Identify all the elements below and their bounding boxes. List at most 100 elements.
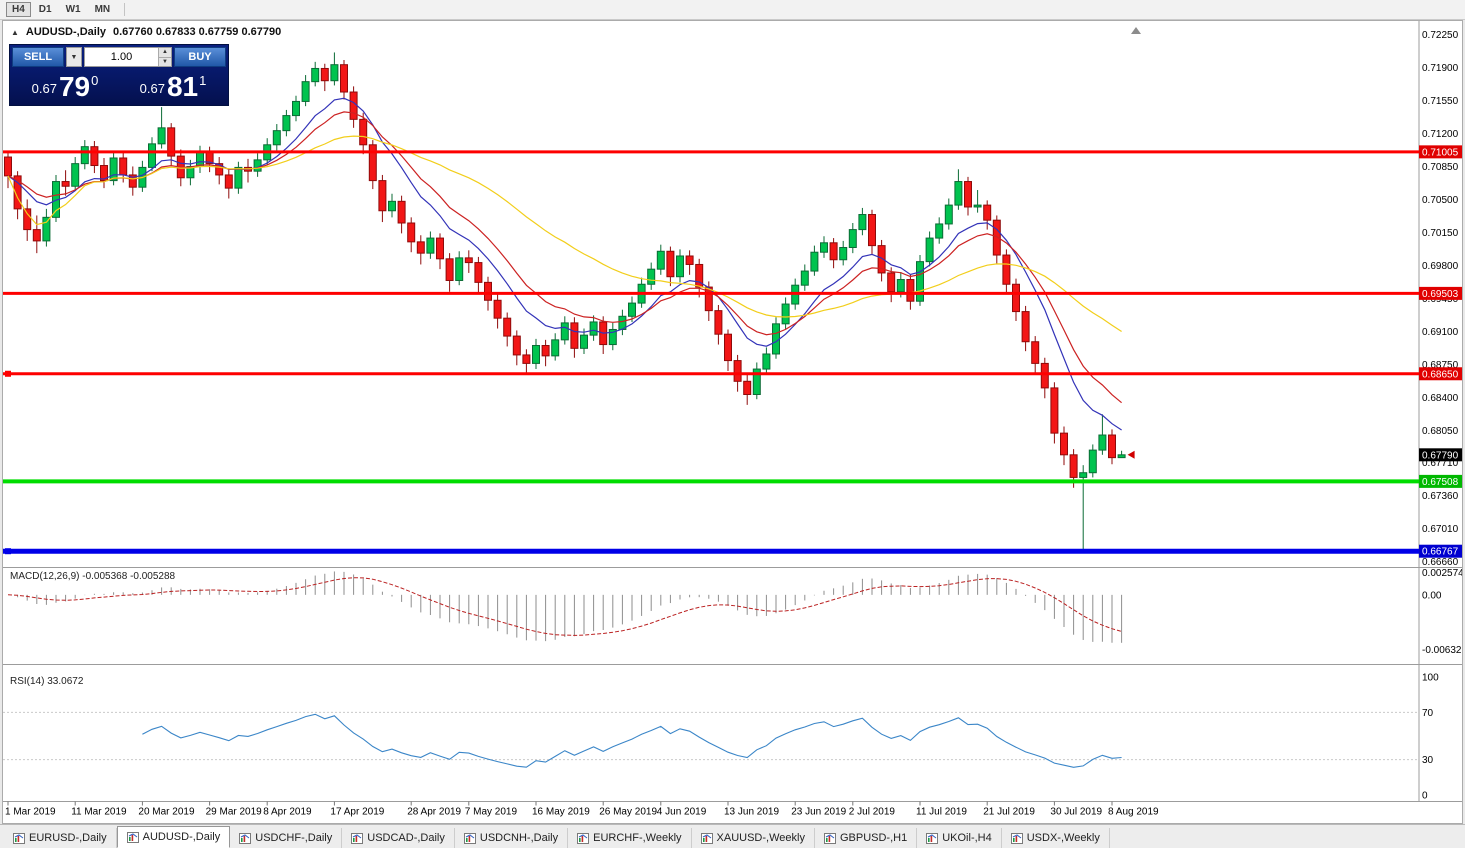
tab-label: USDX-,Weekly bbox=[1026, 832, 1100, 844]
mini-chart-icon bbox=[823, 832, 836, 844]
macd-signal-line bbox=[7, 577, 1122, 636]
svg-text:0.68400: 0.68400 bbox=[1422, 393, 1459, 404]
svg-text:23 Jun 2019: 23 Jun 2019 bbox=[791, 807, 846, 818]
mini-chart-icon bbox=[577, 832, 590, 844]
svg-text:100: 100 bbox=[1422, 673, 1439, 684]
tab-label: XAUUSD-,Weekly bbox=[716, 832, 805, 844]
chart-window: 0.72250 0.71900 0.71550 0.71200 0.70850 0.705… bbox=[2, 20, 1463, 824]
mini-chart-icon bbox=[351, 832, 364, 844]
svg-text:0.72250: 0.72250 bbox=[1422, 30, 1459, 41]
mini-chart-icon bbox=[126, 831, 139, 843]
mini-chart-icon bbox=[700, 832, 713, 844]
sell-price-point: 0 bbox=[91, 73, 99, 88]
svg-text:0.71200: 0.71200 bbox=[1422, 129, 1459, 140]
chart-tab-xauusd-weekly[interactable]: XAUUSD-,Weekly bbox=[692, 828, 815, 848]
svg-text:0.66660: 0.66660 bbox=[1422, 557, 1459, 568]
trade-panel-collapse-icon[interactable]: ▲ bbox=[11, 27, 19, 37]
chart-tab-usdcad-daily[interactable]: USDCAD-,Daily bbox=[342, 828, 455, 848]
svg-text:0.002574: 0.002574 bbox=[1422, 568, 1462, 579]
svg-text:0.69800: 0.69800 bbox=[1422, 261, 1459, 272]
svg-text:26 May 2019: 26 May 2019 bbox=[599, 807, 657, 818]
svg-text:0.68750: 0.68750 bbox=[1422, 360, 1459, 371]
timeframe-button-H4[interactable]: H4 bbox=[6, 2, 31, 17]
tab-label: USDCHF-,Daily bbox=[255, 832, 333, 844]
svg-text:29 Mar 2019: 29 Mar 2019 bbox=[206, 807, 263, 818]
svg-text:0.71900: 0.71900 bbox=[1422, 63, 1459, 74]
axis-price-tag: 0.66767 bbox=[1419, 544, 1462, 558]
chart-tab-eurusd-daily[interactable]: EURUSD-,Daily bbox=[4, 828, 117, 848]
volume-increase-button[interactable]: ▲ bbox=[159, 48, 171, 57]
axis-price-tag: 0.67508 bbox=[1419, 474, 1462, 488]
candlesticks[interactable] bbox=[4, 52, 1126, 551]
tab-label: AUDUSD-,Daily bbox=[142, 831, 221, 843]
tab-label: UKOil-,H4 bbox=[942, 832, 992, 844]
svg-text:2 Jul 2019: 2 Jul 2019 bbox=[849, 807, 896, 818]
svg-text:0.68650: 0.68650 bbox=[1422, 369, 1459, 380]
svg-text:0.70150: 0.70150 bbox=[1422, 228, 1459, 239]
svg-text:0.67790: 0.67790 bbox=[1422, 450, 1459, 461]
sell-price-display[interactable]: 0.67 79 0 bbox=[12, 69, 118, 103]
svg-text:0.67360: 0.67360 bbox=[1422, 491, 1459, 502]
rsi-line bbox=[142, 713, 1122, 768]
chart-shift-marker[interactable] bbox=[1131, 27, 1141, 34]
sell-button[interactable]: SELL bbox=[12, 47, 64, 67]
svg-text:0.67508: 0.67508 bbox=[1422, 477, 1459, 488]
svg-text:0.67710: 0.67710 bbox=[1422, 458, 1459, 469]
volume-input[interactable] bbox=[85, 48, 158, 66]
chart-canvas[interactable]: 0.72250 0.71900 0.71550 0.71200 0.70850 0.705… bbox=[3, 21, 1462, 821]
volume-field-group: ▲ ▼ bbox=[84, 47, 172, 67]
svg-text:-0.006326: -0.006326 bbox=[1422, 645, 1462, 656]
chart-tab-eurchf-weekly[interactable]: EURCHF-,Weekly bbox=[568, 828, 692, 848]
chart-tab-audusd-daily[interactable]: AUDUSD-,Daily bbox=[116, 826, 231, 848]
chart-tab-usdchf-daily[interactable]: USDCHF-,Daily bbox=[230, 828, 343, 848]
svg-text:11 Mar 2019: 11 Mar 2019 bbox=[71, 807, 127, 818]
svg-text:0.71005: 0.71005 bbox=[1422, 147, 1459, 158]
svg-text:8 Apr 2019: 8 Apr 2019 bbox=[263, 807, 312, 818]
buy-price-point: 1 bbox=[199, 73, 207, 88]
svg-text:70: 70 bbox=[1422, 708, 1434, 719]
svg-text:0.67010: 0.67010 bbox=[1422, 524, 1459, 535]
axis-price-tag: 0.71005 bbox=[1419, 145, 1462, 159]
chart-tab-usdx-weekly[interactable]: USDX-,Weekly bbox=[1002, 828, 1110, 848]
volume-dropdown-button[interactable]: ▼ bbox=[66, 47, 82, 67]
svg-text:8 Aug 2019: 8 Aug 2019 bbox=[1108, 807, 1159, 818]
buy-button[interactable]: BUY bbox=[174, 47, 226, 67]
svg-text:13 Jun 2019: 13 Jun 2019 bbox=[724, 807, 779, 818]
mini-chart-icon bbox=[13, 832, 25, 844]
timeframe-button-D1[interactable]: D1 bbox=[38, 4, 52, 15]
svg-text:7 May 2019: 7 May 2019 bbox=[465, 807, 518, 818]
svg-text:28 Apr 2019: 28 Apr 2019 bbox=[407, 807, 461, 818]
svg-text:20 Mar 2019: 20 Mar 2019 bbox=[138, 807, 195, 818]
svg-text:30 Jul 2019: 30 Jul 2019 bbox=[1050, 807, 1102, 818]
tab-label: USDCAD-,Daily bbox=[367, 832, 445, 844]
chart-tab-usdcnh-daily[interactable]: USDCNH-,Daily bbox=[455, 828, 569, 848]
sell-price-prefix: 0.67 bbox=[31, 81, 57, 96]
chart-title-row: ▲ AUDUSD-,Daily 0.67760 0.67833 0.67759 … bbox=[11, 26, 281, 38]
symbol-tab-bar: EURUSD-,Daily AUDUSD-,Daily USDCHF-,Daily U… bbox=[0, 824, 1465, 848]
price-axis[interactable]: 0.72250 0.71900 0.71550 0.71200 0.70850 0.705… bbox=[1422, 30, 1462, 801]
timeframe-toolbar: H4 D1 W1 MN bbox=[0, 0, 1465, 20]
chart-symbol-title: AUDUSD-,Daily bbox=[25, 26, 106, 38]
macd-indicator-label: MACD(12,26,9) -0.005368 -0.005288 bbox=[10, 571, 176, 582]
sell-price-pips: 79 bbox=[58, 71, 91, 102]
svg-text:0.70850: 0.70850 bbox=[1422, 162, 1459, 173]
timeframe-button-MN[interactable]: MN bbox=[94, 4, 111, 15]
svg-text:0.00: 0.00 bbox=[1422, 590, 1442, 601]
buy-price-display[interactable]: 0.67 81 1 bbox=[120, 69, 226, 103]
volume-stepper: ▲ ▼ bbox=[158, 48, 171, 66]
line-handle[interactable] bbox=[5, 370, 11, 377]
line-handle[interactable] bbox=[5, 548, 11, 555]
svg-text:30: 30 bbox=[1422, 755, 1434, 766]
chart-tab-ukoil-h4[interactable]: UKOil-,H4 bbox=[917, 828, 1002, 848]
mini-chart-icon bbox=[1010, 832, 1023, 844]
volume-decrease-button[interactable]: ▼ bbox=[159, 56, 171, 66]
svg-text:17 Apr 2019: 17 Apr 2019 bbox=[330, 807, 384, 818]
axis-price-tag: 0.68650 bbox=[1419, 367, 1462, 381]
time-axis[interactable]: 1 Mar 2019 11 Mar 2019 20 Mar 2019 29 Mar 2… bbox=[5, 801, 1159, 818]
timeframe-button-W1[interactable]: W1 bbox=[65, 4, 81, 15]
tab-label: USDCNH-,Daily bbox=[479, 832, 559, 844]
chart-tab-gbpusd-h1[interactable]: GBPUSD-,H1 bbox=[815, 828, 918, 848]
svg-text:11 Jul 2019: 11 Jul 2019 bbox=[916, 807, 967, 818]
svg-text:0.70500: 0.70500 bbox=[1422, 195, 1459, 206]
